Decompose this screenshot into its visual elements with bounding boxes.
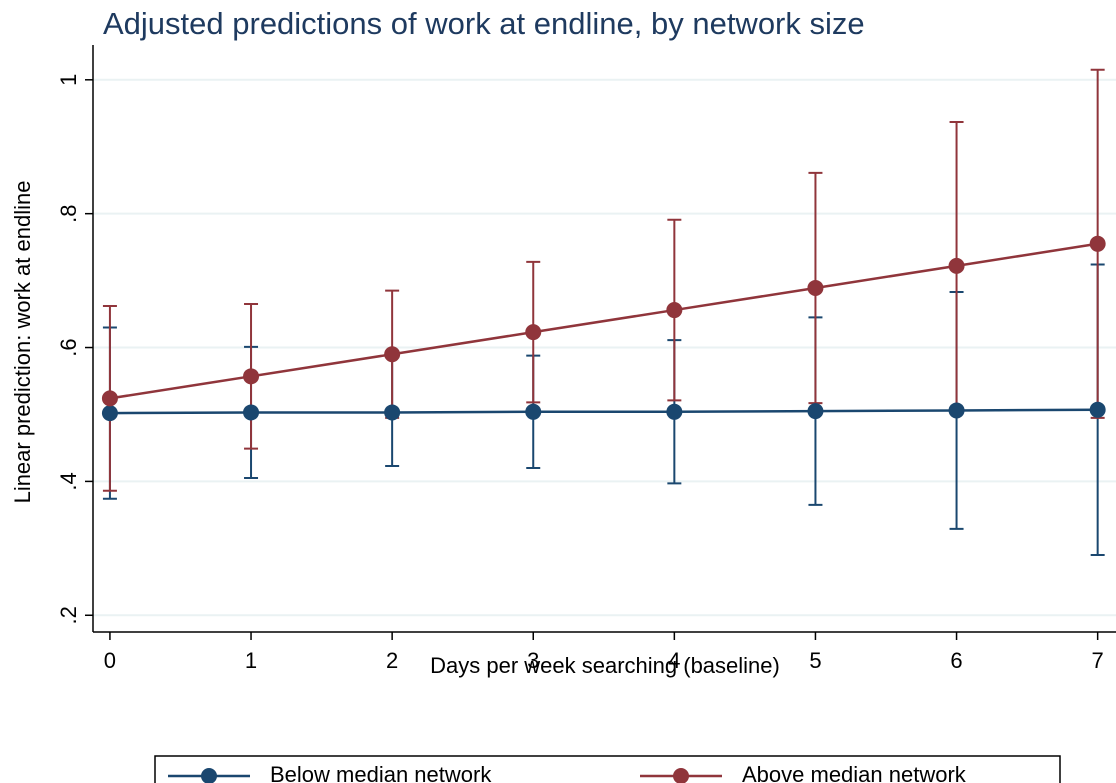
x-tick-label: 2 bbox=[386, 648, 398, 673]
point bbox=[101, 405, 118, 422]
y-tick-label: .2 bbox=[56, 606, 81, 624]
x-tick-label: 7 bbox=[1092, 648, 1104, 673]
legend-box bbox=[154, 755, 1061, 783]
point bbox=[101, 390, 118, 407]
point bbox=[948, 257, 965, 274]
x-axis-label: Days per week searching (baseline) bbox=[430, 653, 780, 678]
x-tick-label: 0 bbox=[104, 648, 116, 673]
y-tick-label: .4 bbox=[56, 472, 81, 490]
chart-title: Adjusted predictions of work at endline,… bbox=[103, 6, 865, 41]
series-line bbox=[109, 408, 1098, 415]
legend-marker bbox=[673, 768, 689, 783]
y-axis-label: Linear prediction: work at endline bbox=[10, 181, 35, 504]
point bbox=[807, 403, 824, 420]
y-tick-label: 1 bbox=[56, 74, 81, 86]
series-line bbox=[109, 242, 1098, 400]
point bbox=[1089, 235, 1106, 252]
legend-marker bbox=[201, 768, 217, 783]
point bbox=[1089, 401, 1106, 418]
point bbox=[525, 324, 542, 341]
point bbox=[384, 346, 401, 363]
point bbox=[525, 403, 542, 420]
legend-label: Below median network bbox=[270, 762, 492, 783]
point bbox=[807, 279, 824, 296]
point bbox=[384, 404, 401, 421]
point bbox=[243, 404, 260, 421]
point bbox=[948, 402, 965, 419]
point bbox=[666, 403, 683, 420]
legend-label: Above median network bbox=[742, 762, 967, 783]
x-tick-label: 3 bbox=[527, 648, 539, 673]
y-tick-label: .6 bbox=[56, 338, 81, 356]
point bbox=[666, 302, 683, 319]
x-tick-label: 5 bbox=[809, 648, 821, 673]
x-tick-label: 4 bbox=[668, 648, 680, 673]
point bbox=[243, 368, 260, 385]
x-tick-label: 1 bbox=[245, 648, 257, 673]
x-tick-label: 6 bbox=[950, 648, 962, 673]
y-tick-label: .8 bbox=[56, 204, 81, 222]
